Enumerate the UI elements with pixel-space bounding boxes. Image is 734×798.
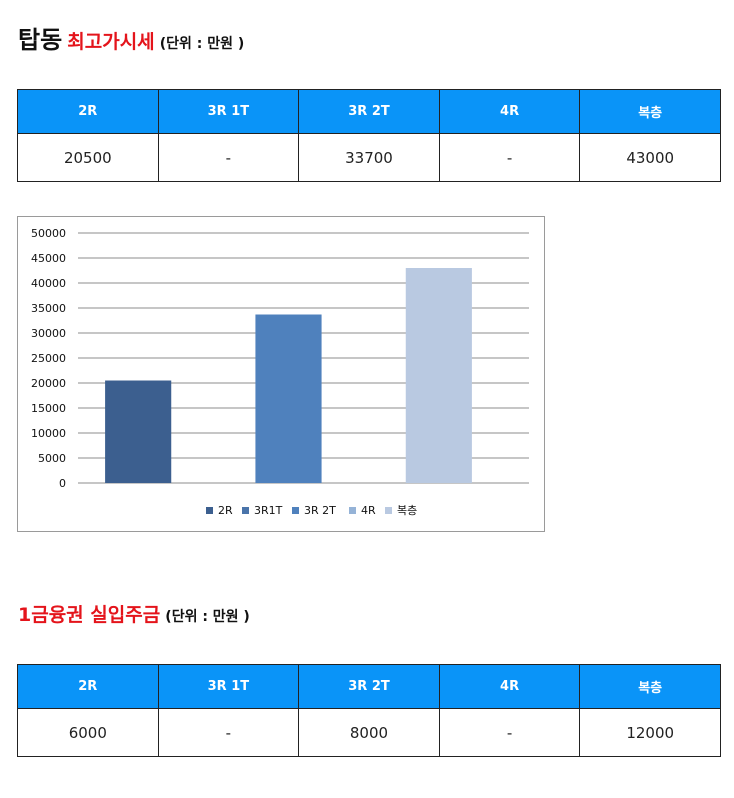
column-header: 2R xyxy=(17,89,159,134)
y-tick-label: 5000 xyxy=(38,452,66,465)
legend-swatch xyxy=(242,507,249,514)
table-cell: 12000 xyxy=(579,708,721,757)
y-tick-label: 20000 xyxy=(31,377,66,390)
column-header: 3R 2T xyxy=(298,664,440,709)
table-cell: 33700 xyxy=(298,133,440,182)
legend-swatch xyxy=(385,507,392,514)
legend-swatch xyxy=(206,507,213,514)
y-tick-label: 35000 xyxy=(31,302,66,315)
heading-price-label: 최고가시세 xyxy=(67,31,155,53)
bar-2R xyxy=(105,380,172,483)
heading-move-in-label: 1금융권 실입주금 xyxy=(18,604,161,626)
y-tick-label: 30000 xyxy=(31,327,66,340)
column-header: 3R 2T xyxy=(298,89,440,134)
area-name: 탑동 xyxy=(18,26,63,54)
column-header: 4R xyxy=(438,89,581,134)
table-cell: 8000 xyxy=(298,708,440,757)
section-heading-move-in: 1금융권 실입주금 (단위 : 만원 ) xyxy=(18,600,250,627)
y-tick-label: 15000 xyxy=(31,402,66,415)
move-in-table: 2R 3R 1T 3R 2T 4R 복층 6000 - 8000 - 12000 xyxy=(17,664,721,757)
legend-swatch xyxy=(292,507,299,514)
section-heading-price: 탑동 최고가시세 (단위 : 만원 ) xyxy=(18,20,244,55)
y-tick-label: 45000 xyxy=(31,252,66,265)
table-cell: - xyxy=(157,708,300,757)
table-cell: - xyxy=(157,133,300,182)
table-header-row: 2R 3R 1T 3R 2T 4R 복층 xyxy=(17,664,721,709)
legend-label: 2R xyxy=(218,504,233,517)
y-tick-label: 0 xyxy=(59,477,66,490)
column-header: 3R 1T xyxy=(157,89,300,134)
chart-canvas: 0 5000 10000 15000 20000 25000 30000 35000 40000… xyxy=(31,227,529,517)
column-header: 2R xyxy=(17,664,159,709)
y-tick-label: 25000 xyxy=(31,352,66,365)
unit-label: (단위 : 만원 ) xyxy=(159,36,245,52)
legend-label: 3R1T xyxy=(254,504,283,517)
legend-label: 3R 2T xyxy=(304,504,336,517)
y-tick-label: 50000 xyxy=(31,227,66,240)
legend-label: 복층 xyxy=(397,504,417,517)
legend-swatch xyxy=(349,507,356,514)
legend-label: 4R xyxy=(361,504,376,517)
table-cell: 20500 xyxy=(17,133,159,182)
bar-3R-2T xyxy=(255,314,322,483)
price-table: 2R 3R 1T 3R 2T 4R 복층 20500 - 33700 - 430… xyxy=(17,89,721,182)
column-header: 복층 xyxy=(579,664,721,709)
table-cell: - xyxy=(438,708,581,757)
table-row: 6000 - 8000 - 12000 xyxy=(17,708,721,757)
table-header-row: 2R 3R 1T 3R 2T 4R 복층 xyxy=(17,89,721,134)
column-header: 4R xyxy=(438,664,581,709)
bar-복층 xyxy=(405,268,472,483)
table-cell: - xyxy=(438,133,581,182)
unit-label: (단위 : 만원 ) xyxy=(165,609,250,625)
y-tick-label: 10000 xyxy=(31,427,66,440)
column-header: 3R 1T xyxy=(157,664,300,709)
price-bar-chart: 0 5000 10000 15000 20000 25000 30000 35000 40000… xyxy=(17,216,545,532)
column-header: 복층 xyxy=(579,89,721,134)
table-row: 20500 - 33700 - 43000 xyxy=(17,133,721,182)
table-cell: 6000 xyxy=(17,708,159,757)
table-cell: 43000 xyxy=(579,133,721,182)
y-tick-label: 40000 xyxy=(31,277,66,290)
